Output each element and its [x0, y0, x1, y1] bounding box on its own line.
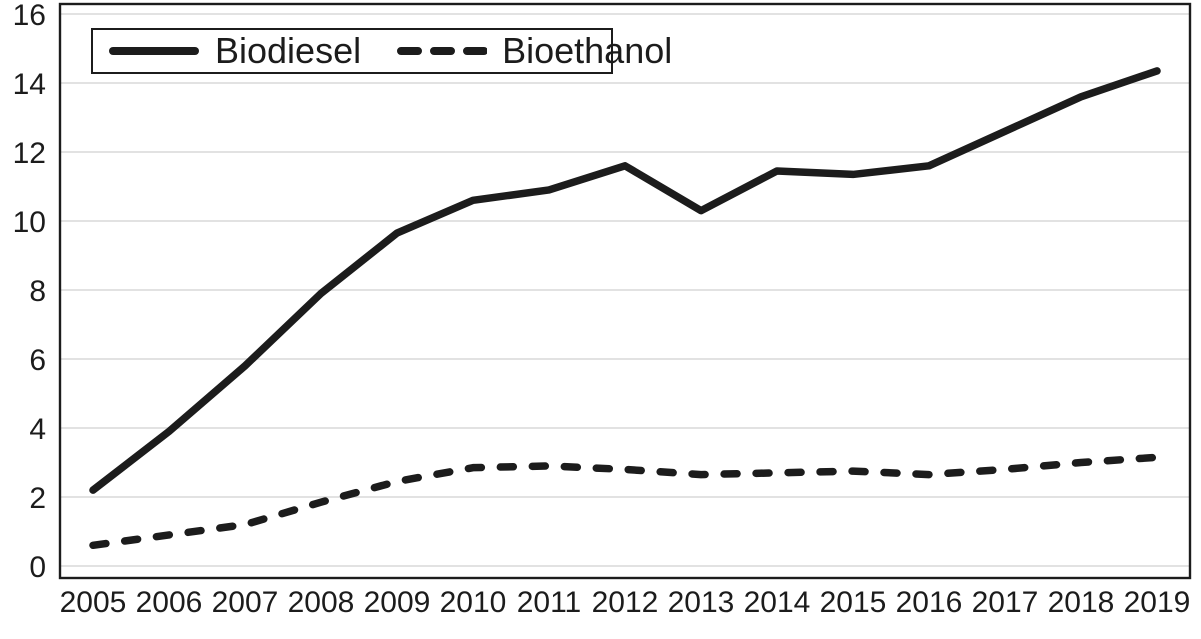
- x-tick-label: 2014: [744, 586, 811, 619]
- x-tick-label: 2018: [1048, 586, 1115, 619]
- x-tick-label: 2011: [517, 586, 582, 619]
- x-tick-label: 2007: [212, 586, 279, 619]
- bioethanol-line: [89, 453, 1161, 550]
- legend-label-bioethanol: Bioethanol: [502, 30, 673, 71]
- y-tick-label: 4: [29, 413, 46, 446]
- solid-line-swatch: [109, 47, 199, 55]
- y-tick-label: 2: [29, 482, 46, 515]
- dashed-line-swatch: [397, 47, 488, 55]
- biodiesel-line: [89, 67, 1161, 494]
- x-tick-label: 2015: [820, 586, 887, 619]
- y-tick-label: 14: [13, 68, 46, 101]
- x-tick-label: 2010: [440, 586, 507, 619]
- legend-item-bioethanol: Bioethanol: [395, 33, 672, 69]
- x-tick-label: 2013: [668, 586, 735, 619]
- y-tick-label: 16: [13, 0, 46, 32]
- x-tick-label: 2016: [896, 586, 963, 619]
- plot-border: [58, 2, 1192, 580]
- legend-label-biodiesel: Biodiesel: [215, 30, 362, 71]
- legend: Biodiesel Bioethanol: [91, 28, 672, 74]
- x-tick-label: 2019: [1124, 586, 1191, 619]
- y-tick-label: 12: [13, 137, 46, 170]
- y-tick-label: 6: [29, 344, 46, 377]
- y-tick-label: 8: [29, 275, 46, 308]
- y-tick-label: 10: [13, 206, 46, 239]
- x-tick-label: 2009: [364, 586, 431, 619]
- x-tick-label: 2006: [136, 586, 203, 619]
- legend-item-biodiesel: Biodiesel: [108, 33, 361, 69]
- y-tick-label: 0: [29, 551, 46, 584]
- x-tick-label: 2017: [972, 586, 1039, 619]
- x-tick-label: 2008: [288, 586, 355, 619]
- x-tick-label: 2012: [592, 586, 659, 619]
- x-tick-label: 2005: [60, 586, 127, 619]
